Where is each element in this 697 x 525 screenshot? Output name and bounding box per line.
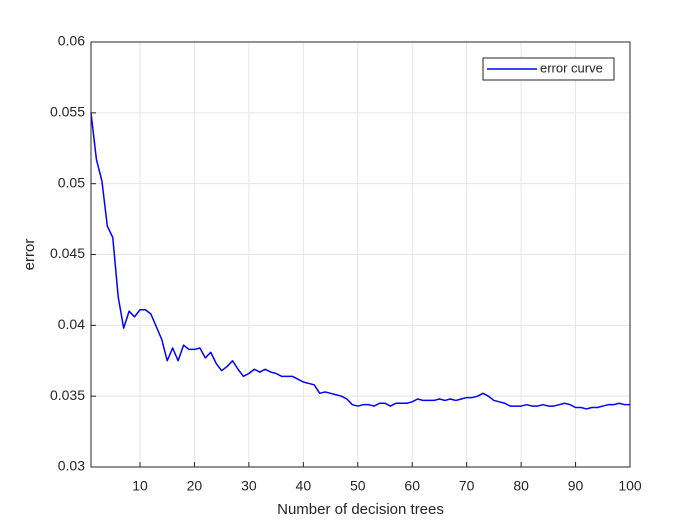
x-tick-label: 70	[459, 478, 475, 494]
line	[90, 112, 630, 410]
legend: error curve	[482, 57, 615, 81]
y-axis-label: error	[21, 239, 38, 271]
grid	[91, 41, 631, 468]
y-tick-label: 0.06	[58, 33, 85, 49]
x-tick-label: 30	[241, 478, 257, 494]
x-tick-label: 40	[296, 478, 312, 494]
y-tick-label: 0.055	[50, 104, 85, 120]
x-tick-label: 60	[404, 478, 420, 494]
x-tick-label: 10	[132, 478, 148, 494]
y-tick-label: 0.05	[58, 174, 85, 190]
x-tick-label: 100	[618, 478, 642, 494]
y-tick-label: 0.04	[58, 316, 85, 332]
x-tick-label: 20	[187, 478, 203, 494]
x-tick-label: 80	[513, 478, 529, 494]
ticks: 0.03 0.035 0.04 0.045 0.05 0.055 0.06 10 20 30 40 5…	[50, 33, 642, 494]
marks	[90, 112, 630, 410]
y-tick-label: 0.03	[58, 458, 85, 474]
x-tick-label: 90	[568, 478, 584, 494]
x-axis-label: Number of decision trees	[277, 501, 444, 518]
legend-label: error curve	[540, 60, 603, 75]
legend-box	[482, 57, 615, 81]
x-tick-label: 50	[350, 478, 366, 494]
y-tick-label: 0.035	[50, 387, 85, 403]
y-tick-label: 0.045	[50, 245, 85, 261]
